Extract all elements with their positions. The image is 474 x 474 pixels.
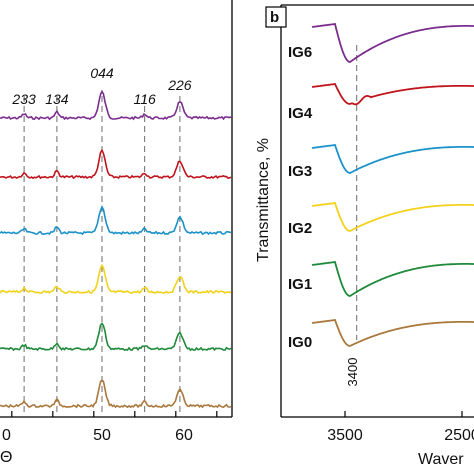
panel-b-y-axis-label: Transmittance, %: [255, 138, 272, 262]
sample-label-ig0: IG0: [288, 334, 312, 351]
panel-b-annotation-3400: 3400: [345, 358, 360, 387]
xrd-series-ig4: [0, 148, 232, 180]
panel-b-tick-label-2500: 2500: [444, 427, 474, 444]
sample-label-ig4: IG4: [288, 105, 313, 122]
hkl-label-134: 134: [45, 91, 69, 107]
panel-b-tick-label-3500: 3500: [327, 427, 363, 444]
ir-series-ig6: [311, 23, 474, 63]
xrd-series-ig6: [0, 89, 232, 121]
panel-a-ticks: [11, 411, 218, 417]
hkl-label-116: 116: [133, 91, 156, 107]
panel-a-tick-label-0: 0: [2, 427, 11, 444]
panel-b-series: [311, 23, 474, 347]
hkl-label-233: 233: [11, 91, 36, 107]
panel-b-ir: b IG6 IG4 IG3 IG2 IG1 IG0 3500 2500 Waver Tra…: [255, 4, 474, 468]
panel-a-tick-label-60: 60: [175, 427, 193, 444]
sample-label-ig6: IG6: [288, 44, 312, 61]
panel-b-sample-labels: IG6 IG4 IG3 IG2 IG1 IG0: [288, 44, 313, 351]
ir-series-ig2: [311, 202, 474, 232]
xrd-series-ig2: [0, 263, 232, 295]
panel-a-x-axis-label: Θ: [0, 449, 12, 466]
xrd-series-ig1: [0, 322, 232, 352]
panel-a-tick-label-50: 50: [93, 427, 111, 444]
sample-label-ig1: IG1: [288, 276, 312, 293]
hkl-label-044: 044: [90, 65, 114, 81]
panel-b-ticks: [344, 411, 463, 417]
ir-series-ig0: [311, 319, 474, 347]
xrd-series-ig0: [0, 378, 232, 409]
panel-a-hkl-labels: 233 134 044 116 226: [11, 65, 191, 107]
panel-a-series: [0, 89, 232, 409]
panel-b-x-axis-label: Waver: [418, 451, 464, 468]
panel-a-reflection-lines: [23, 96, 181, 412]
xrd-series-ig3: [0, 205, 232, 236]
ir-series-ig1: [311, 261, 474, 297]
hkl-label-226: 226: [167, 77, 192, 93]
panel-b-letter-box: [265, 6, 287, 28]
sample-label-ig2: IG2: [288, 220, 312, 237]
ir-series-ig4: [311, 83, 474, 106]
panel-a-xrd: 233 134 044 116 226 0 50 60 Θ: [0, 0, 233, 466]
panel-b-letter: b: [270, 9, 279, 26]
sample-label-ig3: IG3: [288, 163, 312, 180]
ir-series-ig3: [311, 144, 474, 174]
